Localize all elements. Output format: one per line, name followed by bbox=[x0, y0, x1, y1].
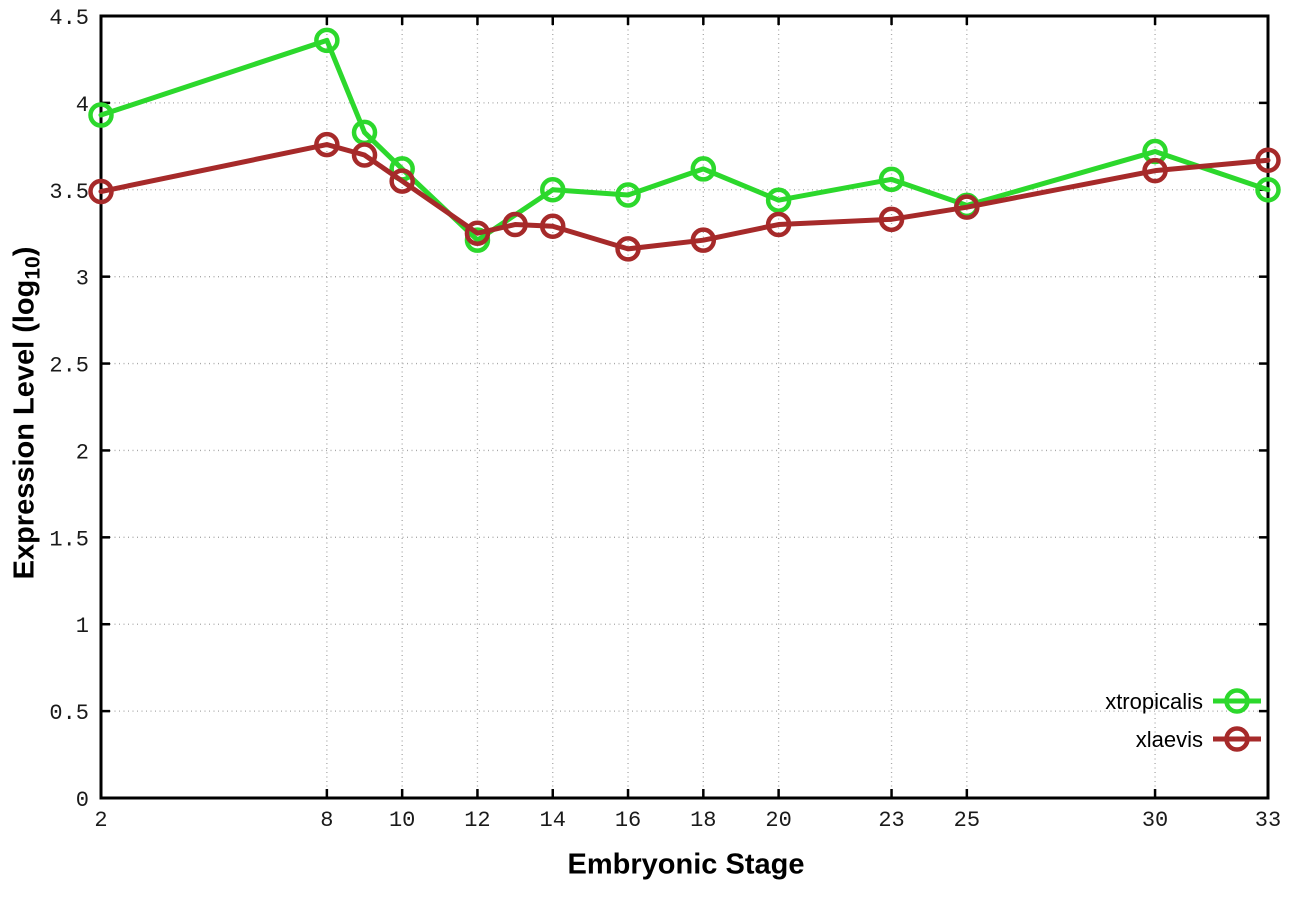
data-point-xlaevis-8 bbox=[314, 131, 340, 158]
legend-label-xlaevis: xlaevis bbox=[1136, 727, 1203, 752]
legend-sample-marker-xtropicalis bbox=[1224, 688, 1250, 714]
legend-label-xtropicalis: xtropicalis bbox=[1105, 689, 1203, 714]
y-tick-label: 2.5 bbox=[49, 354, 89, 379]
y-tick-label: 4 bbox=[76, 93, 89, 118]
data-point-xtropicalis-8 bbox=[314, 27, 340, 54]
x-tick-label: 23 bbox=[878, 808, 904, 833]
legend-sample-marker-xlaevis bbox=[1224, 726, 1250, 752]
y-tick-label: 3 bbox=[76, 267, 89, 292]
x-tick-label: 30 bbox=[1142, 808, 1168, 833]
data-point-xlaevis-33 bbox=[1255, 147, 1281, 173]
y-axis-title-text: Expression Level (log bbox=[8, 279, 41, 580]
data-point-xtropicalis-2 bbox=[88, 102, 114, 128]
data-point-xlaevis-30 bbox=[1142, 157, 1168, 184]
y-tick-label: 1 bbox=[76, 614, 89, 639]
y-tick-label: 0 bbox=[76, 788, 89, 813]
data-point-xlaevis-12 bbox=[464, 220, 491, 246]
data-point-xlaevis-23 bbox=[878, 206, 905, 233]
data-point-xlaevis-13 bbox=[502, 211, 528, 238]
data-point-xtropicalis-14 bbox=[539, 177, 566, 203]
x-tick-label: 33 bbox=[1255, 808, 1281, 833]
data-point-xlaevis-9 bbox=[351, 142, 378, 168]
x-tick-label: 2 bbox=[94, 808, 107, 833]
y-axis-title-subscript: 10 bbox=[21, 256, 45, 280]
y-axis-title-suffix: ) bbox=[8, 246, 41, 257]
data-point-xtropicalis-23 bbox=[878, 166, 905, 193]
x-tick-label: 16 bbox=[615, 808, 641, 833]
data-point-xlaevis-18 bbox=[690, 227, 717, 253]
data-point-xtropicalis-18 bbox=[690, 156, 717, 182]
data-point-xlaevis-10 bbox=[389, 168, 415, 194]
data-point-xtropicalis-16 bbox=[615, 182, 641, 208]
series-line-xtropicalis bbox=[98, 37, 1271, 243]
data-point-xtropicalis-20 bbox=[765, 187, 792, 213]
data-point-xlaevis-25 bbox=[954, 194, 980, 220]
data-point-xlaevis-2 bbox=[88, 178, 114, 205]
y-tick-label: 4.5 bbox=[49, 6, 89, 31]
x-tick-label: 20 bbox=[765, 808, 791, 833]
data-point-xlaevis-14 bbox=[539, 213, 566, 240]
data-point-xlaevis-16 bbox=[615, 236, 641, 262]
x-tick-label: 14 bbox=[540, 808, 566, 833]
x-tick-label: 10 bbox=[389, 808, 415, 833]
data-point-xlaevis-20 bbox=[765, 211, 792, 238]
x-tick-label: 25 bbox=[954, 808, 980, 833]
series-line-xlaevis bbox=[98, 142, 1271, 252]
y-axis-title: Expression Level (log10) bbox=[9, 247, 46, 580]
x-axis-title: Embryonic Stage bbox=[567, 848, 805, 881]
plot-border bbox=[99, 14, 1270, 800]
x-tick-label: 18 bbox=[690, 808, 716, 833]
data-point-xtropicalis-33 bbox=[1255, 177, 1281, 203]
y-tick-label: 0.5 bbox=[49, 701, 89, 726]
x-tick-label: 12 bbox=[464, 808, 490, 833]
y-tick-label: 1.5 bbox=[49, 527, 89, 552]
x-tick-label: 8 bbox=[320, 808, 333, 833]
y-tick-label: 2 bbox=[76, 440, 89, 465]
y-tick-label: 3.5 bbox=[49, 180, 89, 205]
